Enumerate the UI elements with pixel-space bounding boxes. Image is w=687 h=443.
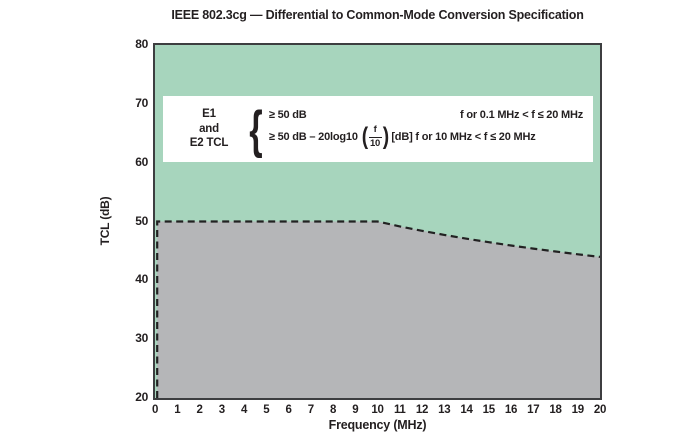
plot-area: E1 and E2 TCL { ≥ 50 dB f or 0.1 MHz < f… — [153, 43, 602, 400]
spec-frequency-range: f or 0.1 MHz < f ≤ 20 MHz — [460, 108, 583, 121]
fraction-f-over-10: f 10 — [368, 123, 382, 150]
y-tick-label-80: 80 — [135, 37, 148, 51]
x-tick-label-20: 20 — [593, 404, 607, 416]
x-tick-label-0: 0 — [151, 404, 159, 416]
spec-limit-formula-suffix: [dB] f or 10 MHz < f ≤ 20 MHz — [391, 131, 536, 143]
x-tick-label-9: 9 — [352, 404, 359, 416]
y-tick-label-70: 70 — [135, 95, 148, 110]
spec-label-line: E1 — [202, 107, 216, 120]
chart-title: IEEE 802.3cg — Differential to Common-Mo… — [171, 8, 584, 22]
x-tick-label-1: 1 — [174, 404, 181, 416]
spec-signal-label: E1 and E2 TCL — [177, 107, 241, 152]
fraction-bar — [368, 136, 382, 138]
spec-limit-formula-prefix: ≥ 50 dB – 20log10 — [268, 131, 358, 143]
x-tick-label-13: 13 — [438, 404, 451, 416]
spec-label-line: and — [199, 122, 219, 135]
x-tick-label-5: 5 — [263, 404, 270, 416]
limit-mask-chart — [156, 220, 600, 398]
x-tick-label-12: 12 — [415, 404, 429, 416]
x-tick-label-3: 3 — [218, 404, 225, 416]
x-tick-label-18: 18 — [549, 404, 562, 416]
y-tick-label-50: 50 — [135, 213, 148, 228]
x-tick-label-16: 16 — [504, 404, 518, 416]
x-tick-label-19: 19 — [571, 404, 585, 416]
tcl-limit-dashed-line — [156, 220, 600, 398]
y-tick-label-40: 40 — [135, 272, 148, 287]
y-tick-label-20: 20 — [135, 390, 148, 404]
x-tick-label-15: 15 — [482, 404, 496, 416]
spec-label-line: E2 TCL — [189, 137, 229, 150]
x-tick-label-11: 11 — [393, 404, 406, 416]
y-tick-label-60: 60 — [135, 154, 148, 169]
y-tick-label-30: 30 — [135, 331, 148, 346]
x-axis-label: Frequency (MHz) — [328, 418, 427, 432]
fraction-denominator: 10 — [369, 137, 381, 149]
spec-limit-value: ≥ 50 dB — [268, 108, 307, 121]
spec-conditions: ≥ 50 dB f or 0.1 MHz < f ≤ 20 MHz ≥ 50 d… — [269, 109, 583, 150]
x-tick-label-7: 7 — [307, 404, 314, 416]
x-tick-label-8: 8 — [329, 404, 337, 416]
x-tick-label-4: 4 — [240, 404, 248, 416]
fraction-close-paren: ) — [382, 123, 389, 151]
x-tick-label-2: 2 — [196, 404, 203, 416]
spec-annotation-box: E1 and E2 TCL { ≥ 50 dB f or 0.1 MHz < f… — [163, 96, 593, 162]
x-tick-label-6: 6 — [285, 404, 292, 416]
x-tick-label-14: 14 — [460, 404, 473, 416]
brace-glyph: { — [249, 99, 263, 159]
noncompliant-region-below-limit — [157, 221, 600, 398]
spec-condition-row-1: ≥ 50 dB f or 0.1 MHz < f ≤ 20 MHz — [269, 109, 583, 121]
fraction-open-paren: ( — [361, 123, 368, 151]
x-tick-label-10: 10 — [371, 404, 384, 416]
x-tick-label-17: 17 — [527, 404, 540, 416]
spec-condition-row-2: ≥ 50 dB – 20log10 ( f 10 ) [dB] f or 10 … — [268, 123, 583, 151]
fraction-numerator: f — [373, 123, 377, 135]
